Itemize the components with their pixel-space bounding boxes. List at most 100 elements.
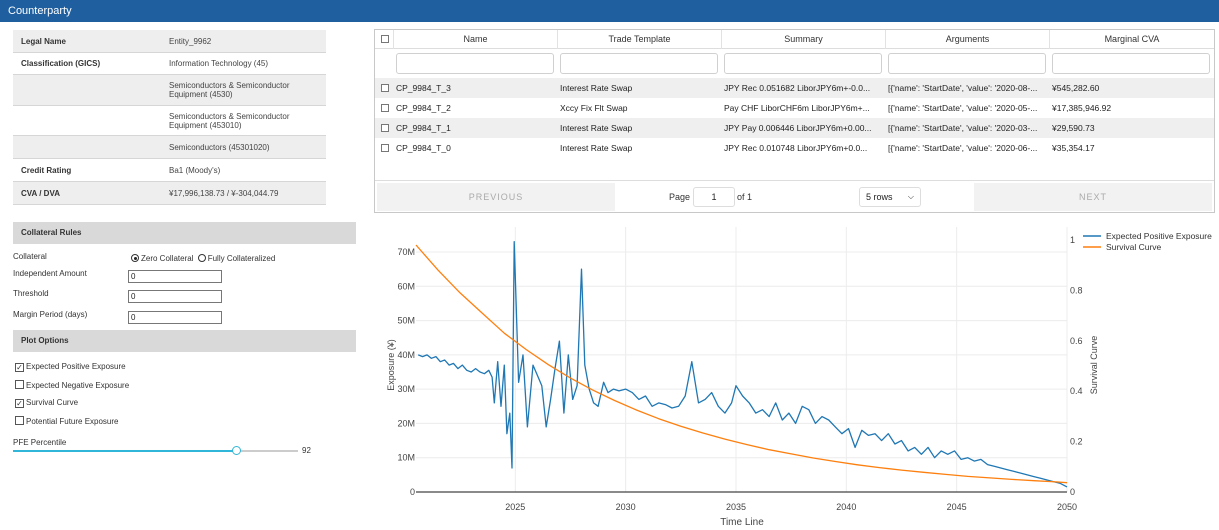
cell-marginal-cva: ¥29,590.73 xyxy=(1052,123,1095,133)
select-all-checkbox[interactable] xyxy=(381,35,389,43)
info-row-legal-name: Legal Name Entity_9962 xyxy=(13,30,326,53)
info-value: Semiconductors & Semiconductor Equipment… xyxy=(169,111,290,130)
filter-template-input[interactable] xyxy=(560,53,718,74)
independent-amount-label: Independent Amount xyxy=(13,269,87,278)
cell-template: Interest Rate Swap xyxy=(560,123,633,133)
filter-summary-input[interactable] xyxy=(724,53,882,74)
filter-arguments-input[interactable] xyxy=(888,53,1046,74)
margin-period-label: Margin Period (days) xyxy=(13,310,88,319)
fully-collateralized-radio[interactable] xyxy=(197,254,206,262)
info-value: Semiconductors & Semiconductor Equipment… xyxy=(169,81,290,99)
cell-summary: Pay CHF LiborCHF6m LiborJPY6m+... xyxy=(724,103,870,113)
next-page-button[interactable]: NEXT xyxy=(974,183,1212,211)
independent-amount-input[interactable]: 0 xyxy=(128,270,222,283)
info-value: Information Technology (45) xyxy=(169,59,269,68)
info-row-classification: Classification (GICS) Information Techno… xyxy=(13,53,326,75)
x-tick-label: 2040 xyxy=(836,502,856,512)
threshold-input[interactable]: 0 xyxy=(128,290,222,303)
option-label: Expected Negative Exposure xyxy=(26,381,130,390)
collateral-rules-header: Collateral Rules xyxy=(13,222,356,244)
checkbox-icon[interactable] xyxy=(15,380,24,389)
y2-tick-label: 0.6 xyxy=(1070,336,1083,346)
cell-arguments: [{'name': 'StartDate', 'value': '2020-06… xyxy=(888,143,1038,153)
cell-arguments: [{'name': 'StartDate', 'value': '2020-03… xyxy=(888,123,1038,133)
cell-marginal-cva: ¥17,385,946.92 xyxy=(1052,103,1112,113)
row-checkbox[interactable] xyxy=(381,144,389,152)
cell-name: CP_9984_T_2 xyxy=(396,103,451,113)
collateral-label: Collateral xyxy=(13,252,47,261)
column-header-name[interactable]: Name xyxy=(393,30,557,49)
info-row-credit-rating: Credit Rating Ba1 (Moody's) xyxy=(13,159,326,182)
previous-page-button[interactable]: PREVIOUS xyxy=(377,183,615,211)
rows-per-page-select[interactable]: 5 rows ⌵ xyxy=(859,187,921,207)
checkbox-checked-icon[interactable]: ✓ xyxy=(15,399,24,408)
x-tick-label: 2050 xyxy=(1057,502,1077,512)
zero-collateral-radio[interactable] xyxy=(131,254,139,262)
legend-entry: Expected Positive Exposure xyxy=(1106,231,1212,241)
cell-summary: JPY Rec 0.051682 LiborJPY6m+-0.0... xyxy=(724,83,871,93)
chart-axes: 2025 2030 2035 2040 2045 2050 0 10M 20M 30M 40M 50M… xyxy=(397,235,1082,512)
info-key: Legal Name xyxy=(21,36,66,46)
chart-series xyxy=(415,241,1068,488)
option-survival-curve[interactable]: ✓ Survival Curve xyxy=(15,398,78,408)
row-checkbox[interactable] xyxy=(381,124,389,132)
page-title: Counterparty xyxy=(0,0,1219,22)
counterparty-info-table: Legal Name Entity_9962 Classification (G… xyxy=(13,30,326,205)
filter-cva-input[interactable] xyxy=(1052,53,1210,74)
x-tick-label: 2025 xyxy=(505,502,525,512)
option-label: Potential Future Exposure xyxy=(26,417,119,426)
page-number-input[interactable]: 1 xyxy=(693,187,735,207)
collateral-radio-group: Zero Collateral Fully Collateralized xyxy=(131,254,275,263)
rows-per-page-value: 5 rows xyxy=(866,192,893,202)
info-row-cva-dva: CVA / DVA ¥17,996,138.73 / ¥-304,044.79 xyxy=(13,182,326,205)
x-tick-label: 2035 xyxy=(726,502,746,512)
column-header-arguments[interactable]: Arguments xyxy=(885,30,1049,49)
pagination-bar: PREVIOUS Page 1 of 1 5 rows ⌵ NEXT xyxy=(375,180,1214,212)
info-key: Classification (GICS) xyxy=(21,59,101,68)
pfe-percentile-label: PFE Percentile xyxy=(13,438,67,447)
checkbox-icon[interactable] xyxy=(15,416,24,425)
checkbox-checked-icon[interactable]: ✓ xyxy=(15,363,24,372)
y-tick-label: 60M xyxy=(397,281,415,291)
option-label: Expected Positive Exposure xyxy=(26,362,126,371)
fully-collateralized-label: Fully Collateralized xyxy=(207,254,276,263)
column-header-marginal-cva[interactable]: Marginal CVA xyxy=(1049,30,1214,49)
option-expected-negative-exposure[interactable]: Expected Negative Exposure xyxy=(15,380,129,390)
table-row[interactable]: CP_9984_T_2 Xccy Fix Flt Swap Pay CHF Li… xyxy=(375,98,1214,118)
info-key: Credit Rating xyxy=(21,165,72,175)
cell-arguments: [{'name': 'StartDate', 'value': '2020-05… xyxy=(888,103,1038,113)
margin-period-input[interactable]: 0 xyxy=(128,311,222,324)
y2-tick-label: 0.2 xyxy=(1070,437,1083,447)
column-header-summary[interactable]: Summary xyxy=(721,30,885,49)
y-tick-label: 30M xyxy=(397,384,415,394)
column-header-template[interactable]: Trade Template xyxy=(557,30,721,49)
slider-handle[interactable] xyxy=(231,446,241,455)
table-row[interactable]: CP_9984_T_3 Interest Rate Swap JPY Rec 0… xyxy=(375,78,1214,98)
threshold-label: Threshold xyxy=(13,289,49,298)
filter-name-input[interactable] xyxy=(396,53,554,74)
zero-collateral-label: Zero Collateral xyxy=(141,254,194,263)
cell-name: CP_9984_T_0 xyxy=(396,143,451,153)
cell-template: Interest Rate Swap xyxy=(560,83,633,93)
table-row[interactable]: CP_9984_T_1 Interest Rate Swap JPY Pay 0… xyxy=(375,118,1214,138)
y2-tick-label: 1 xyxy=(1070,235,1075,245)
row-checkbox[interactable] xyxy=(381,84,389,92)
row-checkbox[interactable] xyxy=(381,104,389,112)
chevron-down-icon: ⌵ xyxy=(907,192,914,201)
chart-grid xyxy=(416,227,1068,493)
info-value: ¥17,996,138.73 / ¥-304,044.79 xyxy=(169,188,279,198)
pfe-percentile-slider[interactable] xyxy=(13,446,298,455)
option-label: Survival Curve xyxy=(26,398,79,407)
info-key: CVA / DVA xyxy=(21,188,60,198)
info-row-sub-industry: Semiconductors (45301020) xyxy=(13,136,326,159)
cell-name: CP_9984_T_1 xyxy=(396,123,451,133)
y2-tick-label: 0.4 xyxy=(1070,386,1083,396)
table-row[interactable]: CP_9984_T_0 Interest Rate Swap JPY Rec 0… xyxy=(375,138,1214,158)
legend-entry: Survival Curve xyxy=(1106,242,1162,252)
option-expected-positive-exposure[interactable]: ✓ Expected Positive Exposure xyxy=(15,362,126,372)
info-value: Ba1 (Moody's) xyxy=(169,165,221,175)
cell-arguments: [{'name': 'StartDate', 'value': '2020-08… xyxy=(888,83,1038,93)
option-potential-future-exposure[interactable]: Potential Future Exposure xyxy=(15,416,119,426)
